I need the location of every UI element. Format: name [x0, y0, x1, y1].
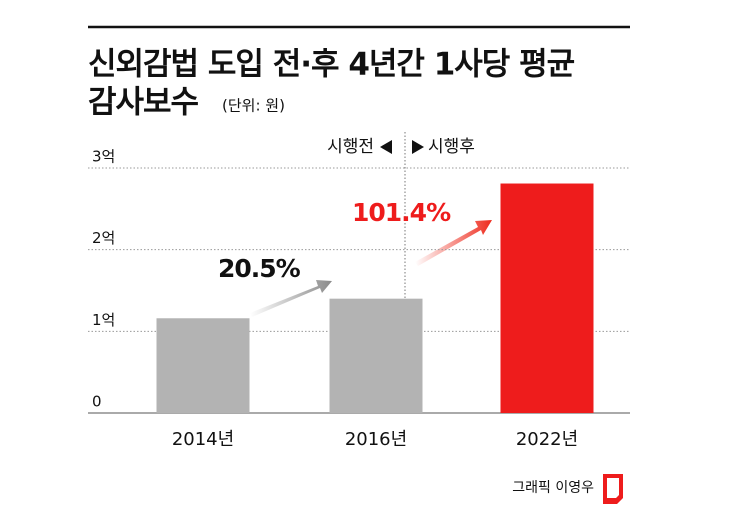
y-tick-label: 0: [92, 393, 102, 411]
y-tick-label: 1억: [92, 311, 115, 329]
trend-arrow: [250, 280, 332, 317]
x-tick-label: 2016년: [345, 429, 407, 450]
period-arrow: [380, 140, 392, 154]
bar: [156, 318, 250, 413]
credit: 그래픽 이영우: [512, 480, 594, 496]
period-label: 시행후: [428, 137, 475, 157]
period-arrow: [412, 140, 424, 154]
bar: [329, 298, 423, 413]
y-tick-label: 2억: [92, 229, 115, 247]
annotation: 20.5%: [218, 254, 301, 283]
y-tick-label: 3억: [92, 148, 115, 166]
x-tick-label: 2022년: [516, 429, 578, 450]
unit-note: (단위: 원): [222, 97, 285, 115]
chart-title: 감사보수: [88, 85, 199, 121]
x-tick-label: 2014년: [172, 429, 234, 450]
trend-arrow: [415, 220, 492, 266]
chart-title: 신외감법 도입 전·후 4년간 1사당 평균: [88, 47, 575, 83]
bar: [500, 183, 594, 413]
logo: [603, 474, 623, 504]
annotation: 101.4%: [352, 198, 451, 227]
period-label: 시행전: [327, 137, 374, 157]
